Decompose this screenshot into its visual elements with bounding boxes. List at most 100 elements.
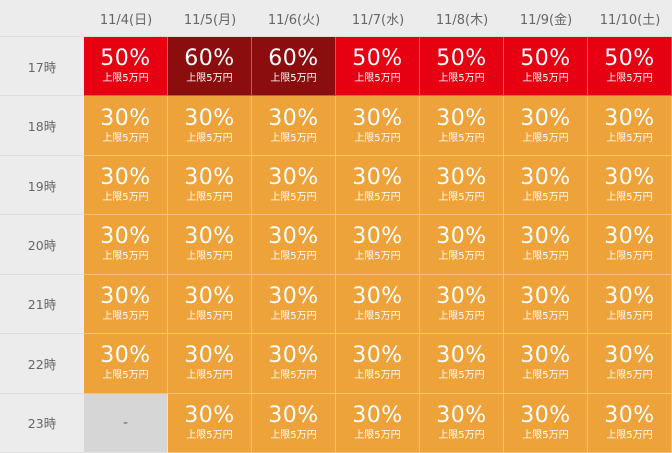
rate-cell[interactable]: 30% 上限5万円 xyxy=(504,334,588,394)
rate-cell[interactable]: 30% 上限5万円 xyxy=(336,334,420,394)
rate-cell[interactable]: 30% 上限5万円 xyxy=(252,334,336,394)
rate-percent: 30% xyxy=(520,283,571,309)
rate-limit: 上限5万円 xyxy=(438,310,485,322)
rate-cell[interactable]: 30% 上限5万円 xyxy=(504,215,588,275)
rate-percent: 30% xyxy=(268,105,319,131)
rate-cell[interactable]: 30% 上限5万円 xyxy=(588,96,672,156)
rate-cell[interactable]: 30% 上限5万円 xyxy=(588,155,672,216)
rate-cell[interactable]: 30% 上限5万円 xyxy=(420,96,504,156)
rate-cell[interactable]: 60% 上限5万円 xyxy=(252,37,336,97)
rate-cell[interactable]: 30% 上限5万円 xyxy=(84,334,168,394)
rate-percent: 30% xyxy=(520,224,571,250)
rate-cell[interactable]: 30% 上限5万円 xyxy=(504,274,588,335)
rate-cell[interactable]: 30% 上限5万円 xyxy=(336,96,420,156)
rate-limit: 上限5万円 xyxy=(354,73,401,85)
rate-percent: 30% xyxy=(352,165,403,191)
rate-limit: 上限5万円 xyxy=(438,192,485,204)
rate-percent: 30% xyxy=(268,283,319,309)
rate-limit: 上限5万円 xyxy=(270,251,317,263)
rate-limit: 上限5万円 xyxy=(354,310,401,322)
rate-percent: 30% xyxy=(436,165,487,191)
rate-cell[interactable]: 30% 上限5万円 xyxy=(504,393,588,453)
rate-cell[interactable]: 30% 上限5万円 xyxy=(588,274,672,335)
column-header-date: 11/9(金) xyxy=(504,0,588,37)
rate-limit: 上限5万円 xyxy=(522,429,569,441)
rate-cell[interactable]: 30% 上限5万円 xyxy=(504,155,588,216)
rate-percent: 50% xyxy=(520,46,571,72)
rate-cell[interactable]: 30% 上限5万円 xyxy=(252,215,336,275)
rate-cell[interactable]: 50% 上限5万円 xyxy=(336,37,420,97)
rate-cell[interactable]: 30% 上限5万円 xyxy=(168,334,252,394)
rate-cell[interactable]: 30% 上限5万円 xyxy=(420,274,504,335)
rate-cell[interactable]: 30% 上限5万円 xyxy=(420,393,504,453)
rate-cell[interactable]: 50% 上限5万円 xyxy=(504,37,588,97)
rate-cell[interactable]: 30% 上限5万円 xyxy=(252,155,336,216)
rate-limit: 上限5万円 xyxy=(102,310,149,322)
rate-cell[interactable]: 30% 上限5万円 xyxy=(168,96,252,156)
rate-cell[interactable]: 30% 上限5万円 xyxy=(168,274,252,335)
rate-cell[interactable]: 30% 上限5万円 xyxy=(252,393,336,453)
rate-cell[interactable]: 30% 上限5万円 xyxy=(420,215,504,275)
table-corner xyxy=(0,0,84,37)
rate-cell[interactable]: 30% 上限5万円 xyxy=(168,393,252,453)
rate-limit: 上限5万円 xyxy=(270,370,317,382)
rate-limit: 上限5万円 xyxy=(270,310,317,322)
rate-cell[interactable]: 30% 上限5万円 xyxy=(84,96,168,156)
rate-limit: 上限5万円 xyxy=(438,132,485,144)
rate-cell[interactable]: 50% 上限5万円 xyxy=(420,37,504,97)
rate-limit: 上限5万円 xyxy=(522,132,569,144)
rate-limit: 上限5万円 xyxy=(102,73,149,85)
rate-limit: 上限5万円 xyxy=(522,192,569,204)
rate-percent: 30% xyxy=(520,105,571,131)
rate-percent: 30% xyxy=(184,343,235,369)
rate-limit: 上限5万円 xyxy=(522,251,569,263)
rate-cell[interactable]: 30% 上限5万円 xyxy=(336,155,420,216)
rate-limit: 上限5万円 xyxy=(606,73,653,85)
rate-cell[interactable]: 30% 上限5万円 xyxy=(336,215,420,275)
row-header-hour: 19時 xyxy=(0,155,84,216)
unavailable-mark: - xyxy=(122,414,129,431)
rate-limit: 上限5万円 xyxy=(438,73,485,85)
rate-cell[interactable]: 30% 上限5万円 xyxy=(84,274,168,335)
rate-cell[interactable]: 30% 上限5万円 xyxy=(84,155,168,216)
rate-limit: 上限5万円 xyxy=(270,73,317,85)
rate-limit: 上限5万円 xyxy=(606,310,653,322)
column-header-date: 11/8(木) xyxy=(420,0,504,37)
rate-cell[interactable]: 30% 上限5万円 xyxy=(420,155,504,216)
rate-limit: 上限5万円 xyxy=(186,370,233,382)
rate-percent: 30% xyxy=(604,402,655,428)
rate-percent: 30% xyxy=(100,224,151,250)
rate-cell[interactable]: 30% 上限5万円 xyxy=(588,334,672,394)
rate-cell[interactable]: 30% 上限5万円 xyxy=(252,96,336,156)
rate-cell[interactable]: 30% 上限5万円 xyxy=(84,215,168,275)
rate-limit: 上限5万円 xyxy=(522,310,569,322)
rate-limit: 上限5万円 xyxy=(522,73,569,85)
rate-percent: 30% xyxy=(604,165,655,191)
rate-cell[interactable]: 60% 上限5万円 xyxy=(168,37,252,97)
rate-percent: 30% xyxy=(268,343,319,369)
rate-percent: 30% xyxy=(604,224,655,250)
rate-limit: 上限5万円 xyxy=(438,370,485,382)
rate-cell[interactable]: 30% 上限5万円 xyxy=(336,274,420,335)
row-header-hour: 22時 xyxy=(0,334,84,394)
rate-cell[interactable]: 30% 上限5万円 xyxy=(504,96,588,156)
rate-cell[interactable]: 30% 上限5万円 xyxy=(420,334,504,394)
rate-percent: 30% xyxy=(436,105,487,131)
rate-cell[interactable]: - xyxy=(84,393,168,453)
rate-cell[interactable]: 50% 上限5万円 xyxy=(84,37,168,97)
rate-percent: 30% xyxy=(100,343,151,369)
column-header-date: 11/10(土) xyxy=(588,0,672,37)
rate-percent: 30% xyxy=(184,105,235,131)
row-header-hour: 20時 xyxy=(0,215,84,275)
column-header-date: 11/4(日) xyxy=(84,0,168,37)
rate-cell[interactable]: 30% 上限5万円 xyxy=(588,215,672,275)
rate-cell[interactable]: 30% 上限5万円 xyxy=(252,274,336,335)
rate-cell[interactable]: 30% 上限5万円 xyxy=(168,155,252,216)
rate-cell[interactable]: 30% 上限5万円 xyxy=(336,393,420,453)
rate-cell[interactable]: 30% 上限5万円 xyxy=(168,215,252,275)
rate-cell[interactable]: 50% 上限5万円 xyxy=(588,37,672,97)
rate-limit: 上限5万円 xyxy=(186,310,233,322)
rate-cell[interactable]: 30% 上限5万円 xyxy=(588,393,672,453)
rate-percent: 60% xyxy=(268,46,319,72)
